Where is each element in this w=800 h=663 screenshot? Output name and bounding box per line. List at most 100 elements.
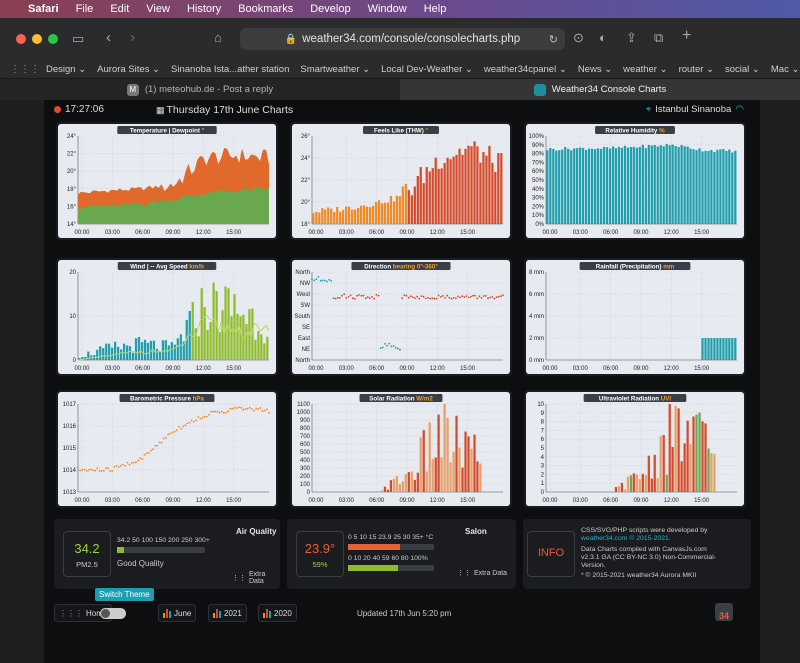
favorite-weather[interactable]: weather ⌄ [623,63,668,75]
new-tab-icon[interactable]: + [682,27,692,44]
favorite-cpanel[interactable]: weather34cpanel ⌄ [483,63,567,75]
chart-title: Wind | -- Avg Speed km/h [130,263,204,270]
zoom-window-button[interactable] [48,34,58,44]
download-icon[interactable]: ⊙ [573,30,584,45]
chart-svg-uv: Ultraviolet Radiation UVI10987654321000:… [537,394,737,504]
direction-point [356,294,358,297]
bar-hum [719,149,722,224]
y-tick-label: 3 [541,464,545,470]
favorite-mac[interactable]: Mac ⌄ [770,63,800,75]
year-2020-button[interactable]: 2020 [258,604,297,622]
favorite-local-dev[interactable]: Local Dev-Weather ⌄ [381,63,473,75]
favorite-smartweather[interactable]: Smartweather ⌄ [300,63,371,75]
tab-weather34[interactable]: Weather34 Console Charts [400,78,800,100]
pressure-point [225,411,228,414]
pressure-point [96,467,99,470]
pressure-point [238,406,240,408]
pressure-point [126,461,129,464]
favorite-router[interactable]: router ⌄ [678,63,714,75]
salon-extra-data-link[interactable]: ⋮⋮ Extra Data [457,569,508,578]
menu-window[interactable]: Window [367,3,407,15]
menu-history[interactable]: History [186,3,222,15]
bar-uv [713,453,716,492]
pressure-point [266,408,268,411]
forward-icon[interactable]: › [130,29,135,46]
chart-title: Rainfall (Precipitation) mm [596,263,675,270]
chart-unit: ° [202,127,205,134]
share-icon[interactable]: ⇪ [626,30,637,45]
y-tick-label: 30% [532,196,545,202]
back-icon[interactable]: ‹ [106,29,111,46]
pressure-point [162,437,165,440]
direction-point [366,296,369,299]
bar-feels [500,153,503,224]
bar-wind [143,339,147,360]
sidebar-icon[interactable]: ▭ [72,31,85,46]
bar-hum [629,147,633,224]
bar-rain [728,338,731,360]
favorite-aurora-sites[interactable]: Aurora Sites ⌄ [97,63,161,75]
favorite-sinanoba[interactable]: Sinanoba Ista...ather station [171,63,290,75]
menu-bookmarks[interactable]: Bookmarks [238,3,294,15]
favorite-social[interactable]: social ⌄ [725,63,760,75]
y-tick-label: 20% [532,204,545,210]
bar-hum [695,150,698,224]
salon-temp-bar-fill [348,544,400,550]
menu-edit[interactable]: Edit [110,3,130,15]
x-tick-label: 12:00 [664,366,680,372]
chart-panel-uv: Ultraviolet Radiation UVI 10 9 8 7 6 5 4 3 2 1 0 00:… [524,390,746,508]
x-tick-label: 15:00 [226,230,242,236]
x-tick-label: 15:00 [226,366,242,372]
salon-temp-bar [348,544,434,550]
x-tick-label: 06:00 [369,498,385,504]
year-2021-button[interactable]: 2021 [208,604,247,622]
bar-feels [407,190,410,224]
favorite-design[interactable]: Design ⌄ [46,63,87,75]
reload-icon[interactable]: ↻ [548,33,558,46]
bar-hum [561,149,564,224]
pressure-point [100,470,103,473]
home-icon[interactable]: ⌂ [214,30,222,45]
weather34-logo[interactable]: 34 [715,603,733,621]
tab-meteohub[interactable]: M (1) meteohub.de - Post a reply [0,78,400,100]
salon-humidity-value: 59% [312,560,328,569]
extra-data-icon: ⋮⋮ [457,570,471,577]
bar-feels [413,186,416,224]
theme-toggle[interactable] [100,608,126,619]
air-extra-data-link[interactable]: ⋮⋮ Extra Data [232,571,266,585]
calendar-icon: ▦ [156,105,165,115]
bar-rain [731,338,734,360]
x-tick-label: 06:00 [603,498,619,504]
info-line-1b[interactable]: weather34.com © 2015-2021. [581,535,671,542]
tab-overview-icon[interactable]: ⧉ [654,30,664,45]
menu-file[interactable]: File [75,3,94,15]
bar-solar [416,472,419,492]
bar-wind [224,286,227,360]
direction-point [409,295,412,298]
privacy-shield-icon[interactable]: ◐ [599,30,607,45]
bar-hum [668,145,671,224]
bar-hum [698,148,701,224]
favorite-news[interactable]: News ⌄ [577,63,613,75]
direction-point [369,297,371,300]
series-dewpoint [78,187,269,224]
direction-point [354,297,356,300]
bar-wind [173,344,176,360]
menu-develop[interactable]: Develop [310,3,351,15]
address-bar[interactable]: 🔒 weather34.com/console/consolecharts.ph… [240,28,565,50]
menu-app-safari[interactable]: Safari [28,3,59,15]
menu-help[interactable]: Help [423,3,447,15]
bar-hum [641,144,644,224]
info-line-2[interactable]: Data Charts compiled with CanvasJs.com [581,546,707,553]
minimize-window-button[interactable] [32,34,42,44]
grid-icon[interactable]: ⋮⋮⋮ [10,63,40,75]
direction-point [347,296,350,298]
bar-solar [470,448,473,492]
switch-theme-label[interactable]: Switch Theme [95,588,154,601]
pressure-point [233,406,236,409]
bar-feels [321,208,324,224]
info-panel: INFO CSS/SVG/PHP scripts were developed … [523,519,751,589]
menu-view[interactable]: View [146,3,170,15]
close-window-button[interactable] [16,34,26,44]
june-charts-button[interactable]: June [158,604,197,622]
